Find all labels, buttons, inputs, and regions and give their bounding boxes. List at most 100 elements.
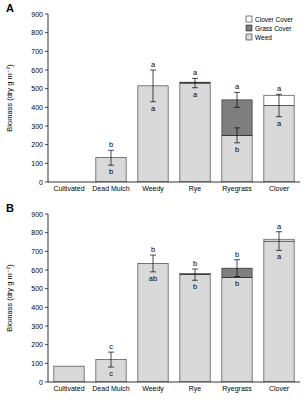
legend-label: Clover Cover bbox=[255, 16, 294, 23]
y-tick bbox=[45, 288, 48, 289]
bar-segment bbox=[180, 83, 210, 182]
y-tick-label: 700 bbox=[31, 48, 43, 55]
y-tick-label: 300 bbox=[31, 323, 43, 330]
y-tick-label: 400 bbox=[31, 104, 43, 111]
significance-letter: b bbox=[109, 140, 113, 149]
y-tick-label: 400 bbox=[31, 304, 43, 311]
error-bar bbox=[192, 269, 198, 280]
y-tick-label: 200 bbox=[31, 141, 43, 148]
significance-letter: b bbox=[235, 250, 239, 259]
y-tick bbox=[45, 344, 48, 345]
y-tick bbox=[45, 307, 48, 308]
x-axis bbox=[48, 382, 300, 383]
y-tick-label: 500 bbox=[31, 285, 43, 292]
y-tick-label: 900 bbox=[31, 211, 43, 218]
significance-letter: a bbox=[193, 90, 198, 99]
y-tick bbox=[45, 270, 48, 271]
significance-letter: a bbox=[151, 104, 156, 113]
y-tick bbox=[45, 232, 48, 233]
y-tick bbox=[45, 251, 48, 252]
legend-label: Weed bbox=[255, 34, 272, 41]
y-tick bbox=[45, 14, 48, 15]
significance-letter: a bbox=[277, 119, 282, 128]
significance-letter: a bbox=[277, 222, 282, 231]
y-tick-label: 100 bbox=[31, 360, 43, 367]
x-tick-label: Weedy bbox=[142, 385, 164, 393]
significance-letter: a bbox=[235, 82, 240, 91]
y-tick bbox=[45, 182, 48, 183]
y-axis-label: Biomass (dry g m⁻²) bbox=[5, 64, 14, 132]
legend-swatch bbox=[246, 16, 252, 22]
significance-letter: a bbox=[277, 252, 282, 261]
significance-letter: b bbox=[235, 279, 239, 288]
y-tick-label: 0 bbox=[39, 379, 43, 386]
y-tick bbox=[45, 88, 48, 89]
y-tick-label: 300 bbox=[31, 123, 43, 130]
significance-letter: c bbox=[109, 369, 113, 378]
y-tick-label: 600 bbox=[31, 267, 43, 274]
x-tick-label: Weedy bbox=[142, 185, 164, 193]
y-axis bbox=[48, 14, 49, 182]
significance-letter: a bbox=[193, 68, 198, 77]
significance-letter: c bbox=[109, 342, 113, 351]
legend: Clover CoverGrass CoverWeed bbox=[246, 16, 294, 41]
error-bar bbox=[108, 150, 114, 165]
bar-segment bbox=[264, 241, 294, 382]
bars bbox=[54, 232, 294, 382]
error-bar bbox=[276, 232, 282, 251]
y-tick-label: 800 bbox=[31, 229, 43, 236]
x-tick-label: Dead Mulch bbox=[92, 185, 129, 192]
x-tick-label: Rye bbox=[189, 185, 202, 193]
x-axis bbox=[48, 182, 300, 183]
bar-segment bbox=[138, 263, 168, 382]
y-tick-label: 600 bbox=[31, 67, 43, 74]
x-tick-label: Dead Mulch bbox=[92, 385, 129, 392]
significance-letter: b bbox=[235, 145, 239, 154]
significance-letter: ab bbox=[149, 274, 157, 283]
y-tick bbox=[45, 107, 48, 108]
error-bar bbox=[234, 128, 240, 143]
significance-letter: a bbox=[277, 84, 282, 93]
error-bar bbox=[234, 260, 240, 277]
y-tick bbox=[45, 126, 48, 127]
y-tick-label: 500 bbox=[31, 85, 43, 92]
bar-segment bbox=[54, 366, 84, 382]
y-tick bbox=[45, 163, 48, 164]
panel-label: B bbox=[6, 202, 14, 214]
y-tick bbox=[45, 144, 48, 145]
y-axis bbox=[48, 214, 49, 382]
x-tick-label: Cultivated bbox=[53, 385, 84, 392]
error-bar bbox=[276, 94, 282, 116]
y-tick-label: 800 bbox=[31, 29, 43, 36]
x-tick-label: Clover bbox=[269, 385, 290, 392]
significance-letter: a bbox=[151, 60, 156, 69]
bar-segment bbox=[180, 275, 210, 382]
y-tick-label: 900 bbox=[31, 11, 43, 18]
panel: ABiomass (dry g m⁻²)01002003004005006007… bbox=[5, 2, 300, 193]
x-tick-label: Rye bbox=[189, 385, 202, 393]
y-tick-label: 0 bbox=[39, 179, 43, 186]
y-tick bbox=[45, 326, 48, 327]
x-tick-label: Cultivated bbox=[53, 185, 84, 192]
error-bar bbox=[234, 92, 240, 107]
y-tick-label: 700 bbox=[31, 248, 43, 255]
y-tick bbox=[45, 70, 48, 71]
y-tick bbox=[45, 51, 48, 52]
bars bbox=[96, 70, 294, 182]
error-bar bbox=[192, 78, 198, 87]
y-tick-label: 100 bbox=[31, 160, 43, 167]
y-tick bbox=[45, 214, 48, 215]
x-tick-label: Clover bbox=[269, 185, 290, 192]
significance-letter: b bbox=[193, 282, 197, 291]
legend-swatch bbox=[246, 34, 252, 40]
bar-segment bbox=[222, 277, 252, 382]
y-axis-label: Biomass (dry g m⁻²) bbox=[5, 264, 14, 332]
figure: ABiomass (dry g m⁻²)01002003004005006007… bbox=[0, 0, 304, 400]
error-bar bbox=[150, 70, 156, 102]
y-tick-label: 200 bbox=[31, 341, 43, 348]
y-tick bbox=[45, 363, 48, 364]
legend-swatch bbox=[246, 25, 252, 31]
significance-letter: b bbox=[109, 167, 113, 176]
panel: B Biomass (dry g m⁻²) 0 100 200 300 400 500 600 7… bbox=[5, 202, 300, 393]
error-bar bbox=[108, 352, 114, 367]
